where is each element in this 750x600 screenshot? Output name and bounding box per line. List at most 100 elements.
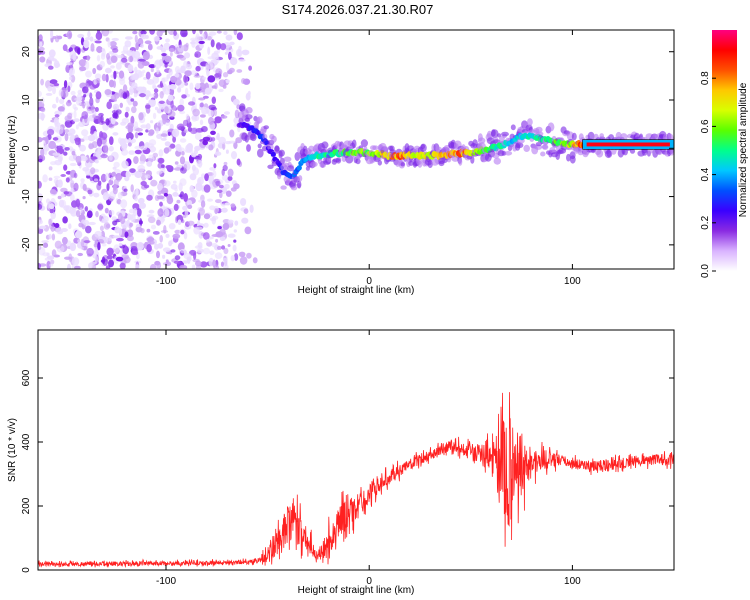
noise-speck <box>153 36 160 42</box>
noise-speck <box>134 132 139 139</box>
noise-speck <box>49 263 54 267</box>
noise-speck <box>198 160 203 168</box>
noise-speck <box>140 145 148 151</box>
noise-speck <box>68 76 73 81</box>
noise-speck <box>129 88 134 93</box>
noise-speck <box>68 155 77 162</box>
noise-speck <box>228 140 236 144</box>
noise-speck <box>179 138 187 143</box>
noise-speck <box>106 247 114 256</box>
noise-speck <box>131 250 139 256</box>
noise-speck <box>174 78 182 86</box>
noise-speck <box>160 230 169 233</box>
noise-speck <box>129 168 136 174</box>
noise-speck <box>243 208 249 214</box>
noise-speck <box>148 64 156 69</box>
noise-speck <box>130 115 135 125</box>
noise-speck <box>210 130 216 135</box>
noise-speck <box>94 178 99 182</box>
noise-speck <box>204 87 212 95</box>
noise-speck <box>57 179 63 188</box>
noise-speck <box>52 86 56 95</box>
noise-speck <box>223 247 229 255</box>
noise-speck <box>176 199 181 204</box>
noise-speck <box>38 219 43 225</box>
noise-speck <box>100 154 108 159</box>
noise-speck <box>133 156 139 165</box>
noise-speck <box>230 255 235 262</box>
noise-speck <box>157 242 164 249</box>
noise-speck <box>82 86 89 94</box>
noise-speck <box>94 230 103 238</box>
noise-speck <box>221 203 226 207</box>
noise-speck <box>86 174 91 179</box>
ridge-halo <box>620 133 628 141</box>
noise-speck <box>70 74 76 83</box>
ridge-halo <box>458 158 463 166</box>
noise-speck <box>108 155 113 161</box>
noise-speck <box>47 128 55 136</box>
x-tick-label: 100 <box>564 276 581 287</box>
noise-speck <box>118 212 123 222</box>
noise-speck <box>86 210 93 218</box>
noise-speck <box>160 133 168 137</box>
noise-speck <box>38 245 42 251</box>
noise-speck <box>198 97 206 101</box>
noise-speck <box>97 180 102 186</box>
noise-speck <box>145 123 151 130</box>
noise-speck <box>68 223 72 230</box>
noise-speck <box>89 36 94 42</box>
noise-speck <box>85 168 92 176</box>
noise-speck <box>203 213 211 220</box>
noise-speck <box>105 118 110 126</box>
noise-speck <box>157 162 163 169</box>
noise-speck <box>170 100 174 109</box>
noise-speck <box>65 177 70 183</box>
noise-speck <box>230 57 238 66</box>
noise-speck <box>95 210 99 218</box>
noise-speck <box>106 101 112 110</box>
noise-speck <box>64 129 70 133</box>
noise-speck <box>68 69 74 74</box>
noise-speck <box>48 203 55 210</box>
noise-speck <box>96 54 101 62</box>
noise-speck <box>95 31 103 41</box>
ridge-halo <box>541 145 548 149</box>
snr-x-label: Height of straight line (km) <box>298 585 415 596</box>
noise-speck <box>49 79 58 85</box>
noise-speck <box>182 205 188 211</box>
noise-speck <box>145 129 149 133</box>
noise-speck <box>50 161 57 166</box>
noise-speck <box>192 30 196 35</box>
noise-speck <box>233 183 240 190</box>
noise-speck <box>128 55 133 63</box>
noise-speck <box>198 207 205 216</box>
noise-speck <box>194 51 202 58</box>
noise-speck <box>146 228 151 233</box>
noise-speck <box>105 145 109 154</box>
noise-speck <box>184 82 189 86</box>
noise-speck <box>69 134 77 144</box>
noise-speck <box>173 30 177 36</box>
noise-speck <box>54 223 60 228</box>
ridge-halo <box>504 151 513 156</box>
noise-speck <box>42 252 50 257</box>
noise-speck <box>109 136 114 146</box>
noise-speck <box>132 100 138 107</box>
ridge-halo <box>281 162 290 168</box>
noise-speck <box>135 127 143 132</box>
noise-speck <box>146 194 153 201</box>
noise-speck <box>236 32 243 41</box>
noise-speck <box>183 193 189 202</box>
noise-speck <box>48 233 52 240</box>
noise-speck <box>81 111 89 120</box>
noise-speck <box>236 158 241 166</box>
noise-speck <box>74 230 83 239</box>
noise-speck <box>214 151 222 156</box>
ridge-halo <box>259 128 267 135</box>
noise-speck <box>164 88 171 95</box>
noise-speck <box>222 257 227 262</box>
noise-speck <box>167 131 171 136</box>
noise-speck <box>105 73 109 83</box>
noise-speck <box>73 110 77 119</box>
